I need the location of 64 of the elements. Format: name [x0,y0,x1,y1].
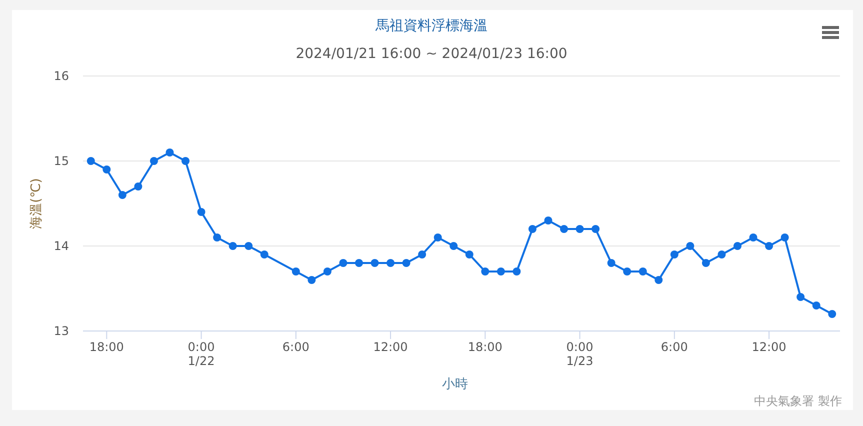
point [560,225,568,233]
point [686,242,694,250]
point [339,259,348,267]
y-tick-label: 16 [54,69,69,83]
point [86,157,95,165]
point [134,182,142,190]
text: 中央氣象署 製作 [754,394,842,408]
point [812,302,820,310]
point [702,259,710,267]
point [370,259,379,267]
point [481,268,490,276]
chart-title: 馬祖資料浮標海溫 [374,18,488,34]
y-tick-label: 13 [54,324,69,338]
point [102,166,111,174]
point [544,216,552,224]
point [450,242,458,250]
point [733,242,742,250]
point [434,234,442,242]
x-tick-label: 6:00 [660,340,688,354]
point [228,242,237,250]
point [607,259,616,267]
point [670,250,678,258]
y-tick-label: 14 [54,239,69,253]
point [197,208,206,216]
x-tick-label: 12:00 [373,340,408,354]
point [592,225,600,233]
point [213,234,222,242]
y-tick-label: 15 [54,154,69,168]
x-tick-label: 0:00 1/23 [566,340,594,368]
point [260,250,268,258]
point [512,268,521,276]
x-tick-label: 18:00 [89,340,124,354]
point [150,157,158,165]
point [354,259,363,267]
point [718,250,726,258]
point [828,310,836,318]
point [182,157,190,165]
x-tick-label: 12:00 [752,340,786,354]
x-tick-label: 0:00 1/22 [188,340,215,368]
point [402,259,410,267]
point [638,268,647,276]
point [308,276,316,284]
point [166,148,174,156]
point [323,268,332,276]
point [780,234,789,242]
chart-subtitle: 2024/01/21 16:00 ~ 2024/01/23 16:00 [296,46,568,62]
point [765,242,774,250]
point [118,191,126,199]
point [623,268,632,276]
point [244,242,253,250]
x-axis-title: 小時 [442,377,468,392]
point [465,250,474,258]
y-axis-title: 海溫(℃) [29,178,44,229]
point [528,225,536,233]
point [796,293,805,301]
point [292,268,300,276]
x-tick-label: 6:00 [282,340,310,354]
point [749,234,758,242]
point [418,250,426,258]
point [654,276,663,284]
x-tick-label: 18:00 [468,340,502,354]
point [386,259,395,267]
point [576,225,584,233]
point [496,268,505,276]
